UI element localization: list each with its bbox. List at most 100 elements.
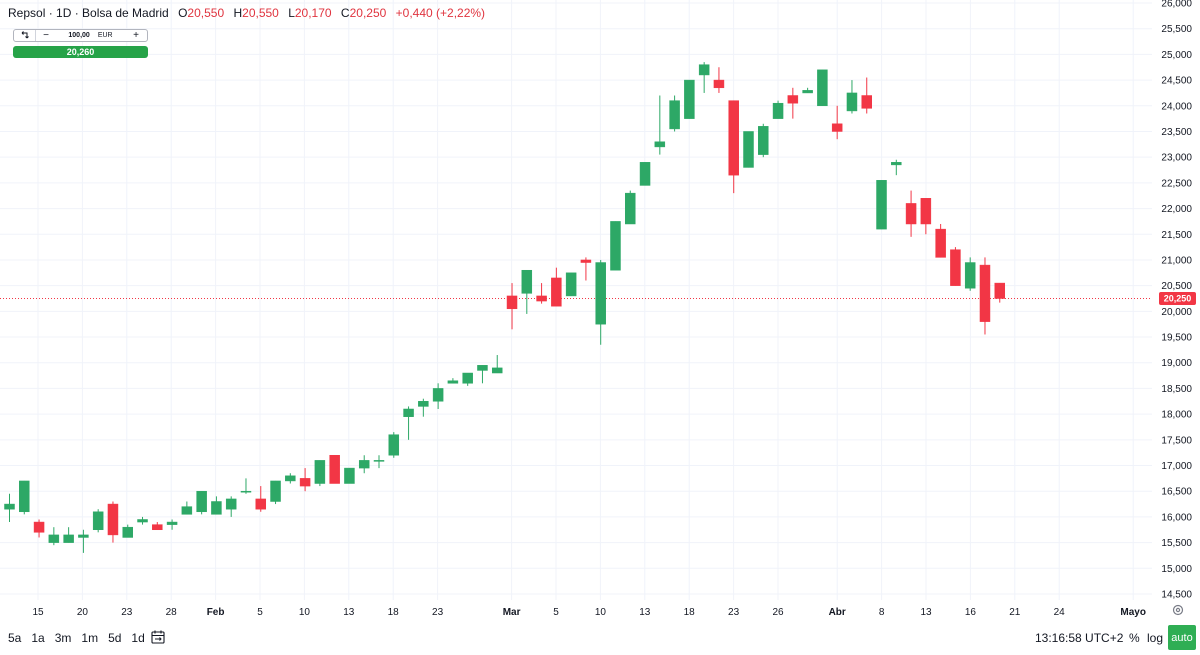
candle[interactable] xyxy=(521,269,533,314)
candle[interactable] xyxy=(477,365,488,384)
candle[interactable] xyxy=(78,529,89,553)
candle[interactable] xyxy=(669,95,680,132)
candle[interactable] xyxy=(33,519,45,538)
candle[interactable] xyxy=(92,509,104,533)
candle-body xyxy=(743,131,754,168)
range-5d[interactable]: 5d xyxy=(108,631,122,645)
candle[interactable] xyxy=(994,282,1006,303)
time-axis[interactable]: 15 20 23 28 Feb 5 10 13 18 23 Mar 5 10 13 18 23 26 Abr 8 13… xyxy=(32,607,1146,618)
y-tick-label: 24,500 xyxy=(1161,76,1192,87)
candle[interactable] xyxy=(905,190,917,237)
candle[interactable] xyxy=(373,455,385,469)
reset-icon[interactable] xyxy=(14,30,36,41)
range-1m[interactable]: 1m xyxy=(81,631,99,645)
candle[interactable] xyxy=(166,519,178,530)
candle-body xyxy=(373,460,385,462)
candle[interactable] xyxy=(137,516,148,525)
candle[interactable] xyxy=(432,383,444,409)
candle[interactable] xyxy=(107,501,119,543)
candle[interactable] xyxy=(447,378,459,384)
candle[interactable] xyxy=(491,355,503,374)
candle[interactable] xyxy=(713,67,725,93)
candle[interactable] xyxy=(595,259,606,345)
candle[interactable] xyxy=(225,496,237,517)
decrease-quantity-button[interactable]: − xyxy=(43,30,49,41)
candle[interactable] xyxy=(403,406,414,440)
candle[interactable] xyxy=(299,468,311,492)
candle[interactable] xyxy=(728,100,739,194)
y-tick-label: 19,500 xyxy=(1161,333,1192,344)
candle[interactable] xyxy=(344,467,355,484)
candle-body xyxy=(196,490,207,513)
candle[interactable] xyxy=(196,490,207,515)
candle[interactable] xyxy=(861,77,872,114)
candle[interactable] xyxy=(684,79,695,119)
quantity-field[interactable]: 100,00 EUR xyxy=(56,30,125,41)
candle[interactable] xyxy=(964,257,976,291)
candle[interactable] xyxy=(802,87,813,94)
candle[interactable] xyxy=(817,69,828,107)
candle[interactable] xyxy=(920,198,932,235)
range-5a[interactable]: 5a xyxy=(8,631,22,645)
candle[interactable] xyxy=(418,398,429,417)
candle[interactable] xyxy=(610,221,621,271)
calendar-icon[interactable] xyxy=(150,629,166,645)
candle[interactable] xyxy=(551,267,562,307)
candle[interactable] xyxy=(654,95,666,155)
candle[interactable] xyxy=(63,527,74,543)
candle[interactable] xyxy=(950,247,961,286)
candle[interactable] xyxy=(462,372,473,386)
price-axis[interactable]: 14,500 15,000 15,500 16,000 16,500 17,000 17,5… xyxy=(1161,0,1192,601)
candle[interactable] xyxy=(698,62,710,93)
time-display[interactable]: 13:16:58 UTC+2 xyxy=(1035,631,1124,645)
candle[interactable] xyxy=(979,257,991,335)
candle[interactable] xyxy=(48,527,60,546)
candle[interactable] xyxy=(536,283,547,304)
candle[interactable] xyxy=(388,432,400,458)
candle[interactable] xyxy=(831,105,843,140)
candle[interactable] xyxy=(935,223,946,258)
candle[interactable] xyxy=(358,455,370,474)
increase-quantity-button[interactable]: + xyxy=(133,30,139,41)
range-1d[interactable]: 1d xyxy=(131,631,145,645)
candle[interactable] xyxy=(639,162,651,186)
candle-body xyxy=(63,534,74,543)
buy-price-button[interactable]: 20,260 xyxy=(13,46,148,58)
candle[interactable] xyxy=(506,283,518,330)
candle[interactable] xyxy=(758,123,769,158)
candle[interactable] xyxy=(846,80,858,114)
y-tick-label: 23,500 xyxy=(1161,127,1192,138)
candle[interactable] xyxy=(329,454,340,484)
candle[interactable] xyxy=(772,100,784,119)
x-tick-label: 15 xyxy=(32,607,44,618)
candle[interactable] xyxy=(743,131,754,168)
candle[interactable] xyxy=(240,478,252,494)
candle[interactable] xyxy=(270,480,281,505)
auto-scale-toggle[interactable]: auto xyxy=(1168,625,1196,650)
candle[interactable] xyxy=(122,524,133,538)
candle[interactable] xyxy=(625,190,636,225)
candle[interactable] xyxy=(19,480,30,515)
candle[interactable] xyxy=(285,473,296,484)
candle[interactable] xyxy=(152,522,163,531)
y-tick-label: 19,000 xyxy=(1161,358,1192,369)
candle[interactable] xyxy=(787,87,799,119)
candle[interactable] xyxy=(876,180,887,230)
close-value: 20,250 xyxy=(349,6,387,20)
percent-scale-toggle[interactable]: % xyxy=(1129,631,1140,645)
candle[interactable] xyxy=(314,460,326,487)
log-scale-toggle[interactable]: log xyxy=(1147,631,1164,645)
range-1a[interactable]: 1a xyxy=(31,631,45,645)
candle[interactable] xyxy=(4,493,15,523)
candle-body xyxy=(669,100,680,130)
candle[interactable] xyxy=(211,496,222,515)
candle[interactable] xyxy=(255,486,267,512)
candle[interactable] xyxy=(891,159,902,176)
candle[interactable] xyxy=(580,257,592,281)
range-3m[interactable]: 3m xyxy=(54,631,72,645)
candle-body xyxy=(107,503,119,536)
candle[interactable] xyxy=(181,501,193,515)
gear-icon[interactable] xyxy=(1171,603,1185,617)
candle[interactable] xyxy=(565,272,577,297)
